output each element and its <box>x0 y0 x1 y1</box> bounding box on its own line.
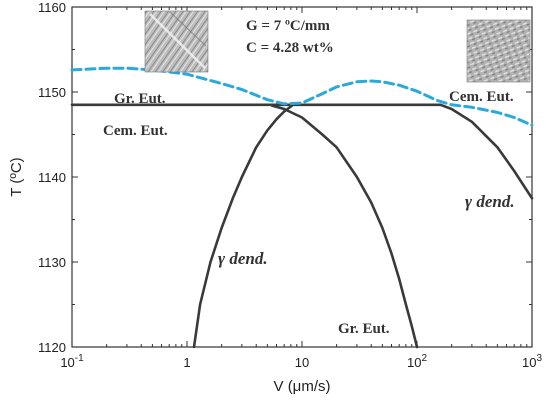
y-tick-label: 1130 <box>38 255 66 270</box>
x-tick-label: 10 <box>295 355 309 370</box>
x-tick-label: 103 <box>522 353 542 370</box>
label-gamma-dend-right: γ dend. <box>465 192 515 211</box>
label-cem-eut-left: Cem. Eut. <box>103 123 168 139</box>
series-line-4 <box>70 66 534 127</box>
x-tick-label: 10-1 <box>60 353 84 370</box>
series-line-3 <box>270 104 419 349</box>
param-g: G = 7 ºC/mm <box>246 18 330 34</box>
y-tick-label: 1140 <box>38 170 66 185</box>
param-c: C = 4.28 wt% <box>246 40 334 56</box>
micrograph-inset-right <box>466 19 531 83</box>
micrograph-inset-left <box>144 10 209 73</box>
series-line-2 <box>192 102 296 349</box>
y-tick-label: 1160 <box>38 0 66 15</box>
label-gr-eut-top: Gr. Eut. <box>114 91 166 107</box>
series-line-1 <box>70 103 534 200</box>
label-gr-eut-bottom: Gr. Eut. <box>338 321 390 337</box>
curves <box>70 66 534 349</box>
y-axis-title: T (ºC) <box>8 157 25 196</box>
y-tick-label: 1120 <box>38 340 66 355</box>
label-gamma-dend-left: γ dend. <box>218 249 268 268</box>
plot-frame <box>71 6 533 348</box>
x-tick-label: 102 <box>407 353 427 370</box>
x-tick-label: 1 <box>183 355 190 370</box>
y-tick-label: 1150 <box>38 85 66 100</box>
axis-ticks: 1120 1130 1140 1150 1160 10-1 1 10 102 103 <box>38 0 542 370</box>
x-axis-title: V (μm/s) <box>274 378 331 395</box>
label-cem-eut-right: Cem. Eut. <box>449 89 514 105</box>
